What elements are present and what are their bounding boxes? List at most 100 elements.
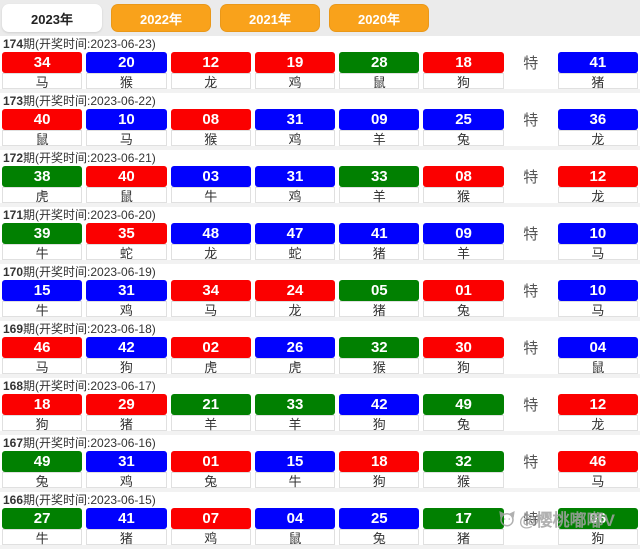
ball-number: 30 — [423, 337, 504, 358]
ball-number: 08 — [423, 166, 504, 187]
special-label: 特 — [523, 454, 539, 471]
ball-number: 33 — [339, 166, 420, 187]
ball-zodiac: 猴 — [423, 187, 504, 204]
tab-2021[interactable]: 2021年 — [220, 4, 320, 32]
draw-row-173: 173期(开奖时间:2023-06-22) 40 鼠 10 马 08 猴 31 鸡 09 羊 25 兔 特… — [0, 93, 640, 150]
ball-zodiac: 狗 — [557, 529, 638, 546]
special-ball: 10 马 — [557, 280, 638, 318]
ball-zodiac: 牛 — [2, 301, 83, 318]
ball-number: 42 — [86, 337, 167, 358]
ball: 25 兔 — [423, 109, 504, 147]
ball-zodiac: 龙 — [557, 187, 638, 204]
ball: 08 猴 — [170, 109, 251, 147]
ball-number: 33 — [254, 394, 336, 415]
ball-number: 20 — [86, 52, 167, 73]
ball-number: 49 — [2, 451, 83, 472]
ball-zodiac: 鼠 — [86, 187, 167, 204]
ball: 02 虎 — [170, 337, 251, 375]
ball-zodiac: 虎 — [170, 358, 251, 375]
ball-zodiac: 牛 — [2, 529, 83, 546]
ball: 12 龙 — [170, 52, 251, 90]
ball: 31 鸡 — [254, 109, 336, 147]
draw-row-167: 167期(开奖时间:2023-06-16) 49 兔 31 鸡 01 兔 15 牛 18 狗 32 猴特… — [0, 435, 640, 492]
ball-number: 31 — [254, 109, 336, 130]
ball: 28 鼠 — [339, 52, 420, 90]
ball-number: 01 — [170, 451, 251, 472]
ball-zodiac: 龙 — [254, 301, 336, 318]
ball: 31 鸡 — [86, 280, 167, 318]
draw-row-174: 174期(开奖时间:2023-06-23) 34 马 20 猴 12 龙 19 鸡 28 鼠 18 狗 特… — [0, 36, 640, 93]
special-label: 特 — [523, 226, 539, 243]
draw-row-169: 169期(开奖时间:2023-06-18) 46 马 42 狗 02 虎 26 虎 32 猴 30 狗特… — [0, 321, 640, 378]
ball: 35 蛇 — [86, 223, 167, 261]
ball-number: 02 — [170, 337, 251, 358]
ball-number: 26 — [254, 337, 336, 358]
ball-grid: 18 狗 29 猪 21 羊 33 羊 42 狗 49 兔特 12 龙 — [0, 393, 640, 432]
draw-header: 174期(开奖时间:2023-06-23) — [0, 38, 640, 51]
ball-zodiac: 猪 — [86, 415, 167, 432]
ball-zodiac: 羊 — [339, 187, 420, 204]
draw-header: 166期(开奖时间:2023-06-15) — [0, 494, 640, 507]
ball-zodiac: 羊 — [170, 415, 251, 432]
ball-zodiac: 猴 — [86, 73, 167, 90]
draw-header: 171期(开奖时间:2023-06-20) — [0, 209, 640, 222]
ball: 18 狗 — [2, 394, 83, 432]
ball-zodiac: 兔 — [2, 472, 83, 489]
ball-number: 05 — [339, 280, 420, 301]
ball: 32 猴 — [423, 451, 504, 489]
ball: 15 牛 — [2, 280, 83, 318]
ball: 20 猴 — [86, 52, 167, 90]
ball-number: 46 — [2, 337, 83, 358]
ball-number: 01 — [423, 280, 504, 301]
ball-zodiac: 马 — [557, 301, 638, 318]
ball-number: 19 — [254, 52, 336, 73]
ball-number: 48 — [170, 223, 251, 244]
ball: 21 羊 — [170, 394, 251, 432]
ball-zodiac: 鸡 — [86, 301, 167, 318]
ball-number: 39 — [2, 223, 83, 244]
ball-zodiac: 马 — [557, 472, 638, 489]
ball: 33 羊 — [339, 166, 420, 204]
ball-zodiac: 鸡 — [254, 187, 336, 204]
ball-number: 49 — [423, 394, 504, 415]
ball: 01 兔 — [170, 451, 251, 489]
ball-number: 29 — [86, 394, 167, 415]
draw-period: 170 — [3, 265, 24, 279]
ball-number: 40 — [2, 109, 83, 130]
ball-zodiac: 狗 — [423, 358, 504, 375]
ball-zodiac: 兔 — [423, 415, 504, 432]
ball: 26 虎 — [254, 337, 336, 375]
ball: 49 兔 — [423, 394, 504, 432]
ball-number: 12 — [170, 52, 251, 73]
ball-grid: 38 虎 40 鼠 03 牛 31 鸡 33 羊 08 猴 特 12 龙 — [0, 165, 640, 204]
ball-zodiac: 鸡 — [254, 73, 336, 90]
ball-number: 10 — [557, 280, 638, 301]
ball: 40 鼠 — [2, 109, 83, 147]
tab-2022[interactable]: 2022年 — [111, 4, 211, 32]
draw-period: 167 — [3, 436, 24, 450]
draw-time: 期(开奖时间:2023-06-21) — [23, 151, 156, 165]
ball: 40 鼠 — [86, 166, 167, 204]
ball-zodiac: 龙 — [170, 244, 251, 261]
ball: 19 鸡 — [254, 52, 336, 90]
special-ball: 46 马 — [557, 451, 638, 489]
draw-header: 172期(开奖时间:2023-06-21) — [0, 152, 640, 165]
ball-zodiac: 马 — [2, 73, 83, 90]
draw-row-172: 172期(开奖时间:2023-06-21) 38 虎 40 鼠 03 牛 31 鸡 33 羊 08 猴 特… — [0, 150, 640, 207]
ball-grid: 15 牛 31 鸡 34 马 24 龙 05 猪 01 兔特 10 马 — [0, 279, 640, 318]
ball-number: 41 — [86, 508, 167, 529]
tab-2023[interactable]: 2023年 — [2, 4, 102, 32]
ball: 31 鸡 — [86, 451, 167, 489]
ball-zodiac: 狗 — [339, 472, 420, 489]
tab-2020[interactable]: 2020年 — [329, 4, 429, 32]
ball-number: 09 — [423, 223, 504, 244]
draw-period: 174 — [3, 37, 24, 51]
ball-zodiac: 鸡 — [86, 472, 167, 489]
ball-number: 04 — [254, 508, 336, 529]
draw-time: 期(开奖时间:2023-06-17) — [23, 379, 156, 393]
ball-zodiac: 狗 — [2, 415, 83, 432]
ball-number: 08 — [170, 109, 251, 130]
draw-period: 172 — [3, 151, 24, 165]
ball-zodiac: 狗 — [86, 358, 167, 375]
ball: 18 狗 — [339, 451, 420, 489]
